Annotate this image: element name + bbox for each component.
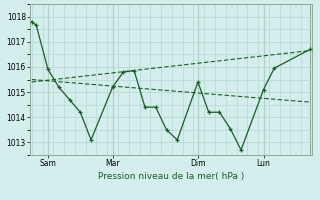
- X-axis label: Pression niveau de la mer( hPa ): Pression niveau de la mer( hPa ): [98, 172, 244, 181]
